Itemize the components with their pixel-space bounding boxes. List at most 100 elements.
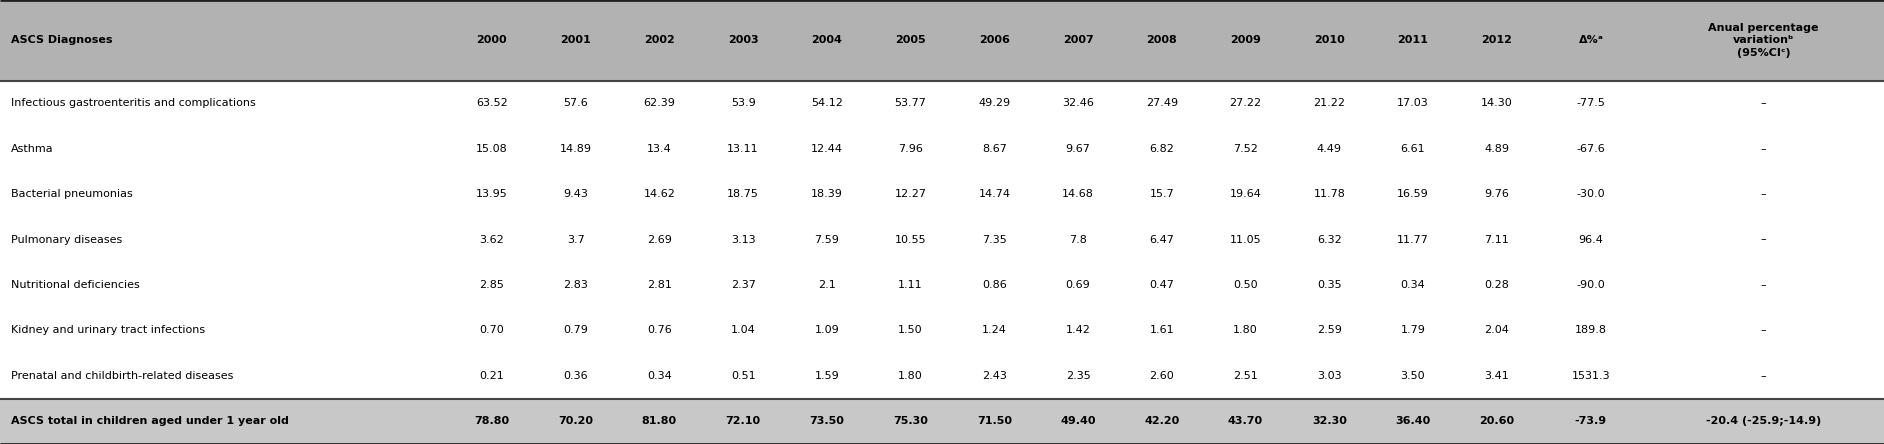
Text: 49.40: 49.40 bbox=[1061, 416, 1096, 426]
Text: -90.0: -90.0 bbox=[1577, 280, 1605, 290]
Bar bbox=[0, 81, 1884, 126]
Text: 3.7: 3.7 bbox=[567, 234, 584, 245]
Text: 1531.3: 1531.3 bbox=[1571, 371, 1611, 381]
Text: 73.50: 73.50 bbox=[810, 416, 844, 426]
Text: 14.62: 14.62 bbox=[644, 189, 674, 199]
Text: 0.21: 0.21 bbox=[480, 371, 505, 381]
Text: 0.47: 0.47 bbox=[1149, 280, 1174, 290]
Text: 13.11: 13.11 bbox=[727, 144, 759, 154]
Text: 0.35: 0.35 bbox=[1317, 280, 1341, 290]
Text: 27.49: 27.49 bbox=[1145, 98, 1178, 108]
Text: 14.68: 14.68 bbox=[1063, 189, 1095, 199]
Text: 70.20: 70.20 bbox=[558, 416, 593, 426]
Text: 42.20: 42.20 bbox=[1144, 416, 1179, 426]
Text: 63.52: 63.52 bbox=[477, 98, 509, 108]
Text: 9.43: 9.43 bbox=[563, 189, 588, 199]
Text: 6.47: 6.47 bbox=[1149, 234, 1174, 245]
Text: 0.51: 0.51 bbox=[731, 371, 755, 381]
Text: Kidney and urinary tract infections: Kidney and urinary tract infections bbox=[11, 325, 205, 335]
Text: 2005: 2005 bbox=[895, 35, 925, 45]
Text: 19.64: 19.64 bbox=[1230, 189, 1262, 199]
Text: 81.80: 81.80 bbox=[642, 416, 676, 426]
Text: 2007: 2007 bbox=[1063, 35, 1093, 45]
Text: 3.41: 3.41 bbox=[1485, 371, 1509, 381]
Bar bbox=[0, 399, 1884, 444]
Text: 0.76: 0.76 bbox=[646, 325, 673, 335]
Text: Δ%ᵃ: Δ%ᵃ bbox=[1579, 35, 1603, 45]
Text: 0.36: 0.36 bbox=[563, 371, 588, 381]
Text: 2.37: 2.37 bbox=[731, 280, 755, 290]
Text: 0.79: 0.79 bbox=[563, 325, 588, 335]
Bar bbox=[0, 171, 1884, 217]
Text: -30.0: -30.0 bbox=[1577, 189, 1605, 199]
Text: 1.61: 1.61 bbox=[1149, 325, 1174, 335]
Text: 21.22: 21.22 bbox=[1313, 98, 1345, 108]
Text: 1.50: 1.50 bbox=[899, 325, 923, 335]
Text: 13.4: 13.4 bbox=[646, 144, 673, 154]
Text: 18.39: 18.39 bbox=[810, 189, 842, 199]
Text: 14.89: 14.89 bbox=[560, 144, 592, 154]
Text: 43.70: 43.70 bbox=[1228, 416, 1262, 426]
Bar bbox=[0, 308, 1884, 353]
Text: 7.52: 7.52 bbox=[1234, 144, 1259, 154]
Text: 2.43: 2.43 bbox=[982, 371, 1006, 381]
Text: 1.80: 1.80 bbox=[1234, 325, 1259, 335]
Text: 10.55: 10.55 bbox=[895, 234, 927, 245]
Text: 12.44: 12.44 bbox=[810, 144, 842, 154]
Text: 7.59: 7.59 bbox=[814, 234, 838, 245]
Text: 7.96: 7.96 bbox=[899, 144, 923, 154]
Text: 6.61: 6.61 bbox=[1400, 144, 1426, 154]
Text: 2003: 2003 bbox=[727, 35, 759, 45]
Text: ASCS Diagnoses: ASCS Diagnoses bbox=[11, 35, 113, 45]
Text: 27.22: 27.22 bbox=[1230, 98, 1262, 108]
Text: 11.77: 11.77 bbox=[1398, 234, 1428, 245]
Bar bbox=[0, 353, 1884, 399]
Text: 53.9: 53.9 bbox=[731, 98, 755, 108]
Text: Asthma: Asthma bbox=[11, 144, 55, 154]
Text: -20.4 (-25.9;-14.9): -20.4 (-25.9;-14.9) bbox=[1707, 416, 1822, 426]
Text: ASCS total in children aged under 1 year old: ASCS total in children aged under 1 year… bbox=[11, 416, 288, 426]
Text: 2.69: 2.69 bbox=[646, 234, 673, 245]
Text: Nutritional deficiencies: Nutritional deficiencies bbox=[11, 280, 139, 290]
Bar bbox=[0, 0, 1884, 81]
Text: 17.03: 17.03 bbox=[1398, 98, 1428, 108]
Text: –: – bbox=[1762, 325, 1767, 335]
Text: 75.30: 75.30 bbox=[893, 416, 929, 426]
Text: 53.77: 53.77 bbox=[895, 98, 927, 108]
Text: 12.27: 12.27 bbox=[895, 189, 927, 199]
Text: 36.40: 36.40 bbox=[1396, 416, 1430, 426]
Text: –: – bbox=[1762, 371, 1767, 381]
Text: 2.60: 2.60 bbox=[1149, 371, 1174, 381]
Text: 54.12: 54.12 bbox=[810, 98, 842, 108]
Text: 0.69: 0.69 bbox=[1066, 280, 1091, 290]
Text: 32.46: 32.46 bbox=[1063, 98, 1095, 108]
Text: 11.05: 11.05 bbox=[1230, 234, 1262, 245]
Bar bbox=[0, 126, 1884, 171]
Text: 15.7: 15.7 bbox=[1149, 189, 1174, 199]
Text: 20.60: 20.60 bbox=[1479, 416, 1515, 426]
Text: Anual percentage
variationᵇ
(95%CIᶜ): Anual percentage variationᵇ (95%CIᶜ) bbox=[1709, 23, 1818, 58]
Text: 2.04: 2.04 bbox=[1485, 325, 1509, 335]
Text: 1.11: 1.11 bbox=[899, 280, 923, 290]
Text: 7.35: 7.35 bbox=[982, 234, 1006, 245]
Text: 0.28: 0.28 bbox=[1485, 280, 1509, 290]
Text: 1.59: 1.59 bbox=[814, 371, 838, 381]
Text: 2012: 2012 bbox=[1481, 35, 1513, 45]
Text: –: – bbox=[1762, 280, 1767, 290]
Text: 2.35: 2.35 bbox=[1066, 371, 1091, 381]
Text: 3.03: 3.03 bbox=[1317, 371, 1341, 381]
Text: –: – bbox=[1762, 189, 1767, 199]
Text: 3.50: 3.50 bbox=[1400, 371, 1426, 381]
Bar bbox=[0, 217, 1884, 262]
Text: 78.80: 78.80 bbox=[475, 416, 509, 426]
Text: 2000: 2000 bbox=[477, 35, 507, 45]
Text: 0.34: 0.34 bbox=[1400, 280, 1426, 290]
Text: 49.29: 49.29 bbox=[978, 98, 1010, 108]
Text: 1.09: 1.09 bbox=[814, 325, 838, 335]
Text: 189.8: 189.8 bbox=[1575, 325, 1607, 335]
Text: Bacterial pneumonias: Bacterial pneumonias bbox=[11, 189, 134, 199]
Text: 6.82: 6.82 bbox=[1149, 144, 1174, 154]
Text: 2011: 2011 bbox=[1398, 35, 1428, 45]
Text: 16.59: 16.59 bbox=[1398, 189, 1428, 199]
Text: 0.86: 0.86 bbox=[982, 280, 1006, 290]
